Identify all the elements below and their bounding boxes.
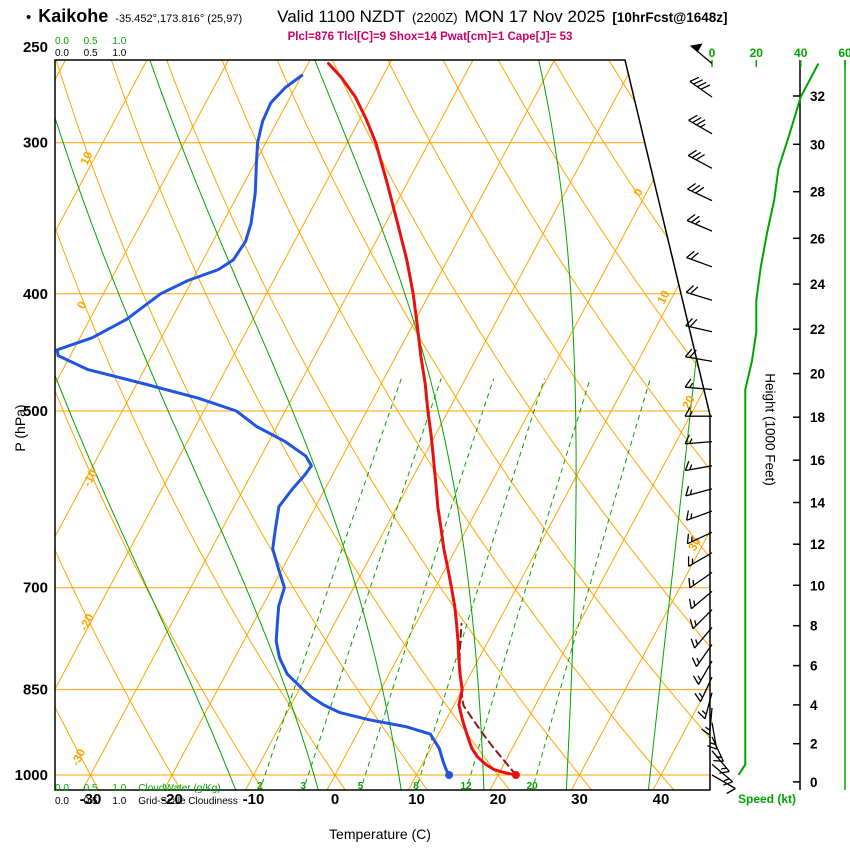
- speed-curve: [737, 63, 820, 776]
- temperature-axis-label: Temperature (C): [329, 826, 431, 842]
- svg-text:700: 700: [23, 580, 48, 597]
- svg-text:30: 30: [685, 535, 704, 554]
- svg-text:8: 8: [413, 781, 419, 792]
- svg-text:60: 60: [838, 46, 850, 60]
- svg-text:5: 5: [358, 781, 364, 792]
- svg-text:16: 16: [810, 453, 826, 468]
- svg-text:1000: 1000: [15, 767, 48, 784]
- svg-text:0: 0: [331, 791, 339, 808]
- svg-text:20: 20: [750, 46, 764, 60]
- svg-text:-10: -10: [80, 467, 100, 489]
- svg-text:4: 4: [810, 698, 818, 713]
- svg-text:20: 20: [810, 367, 825, 382]
- svg-text:2: 2: [810, 737, 818, 752]
- svg-text:3: 3: [300, 781, 306, 792]
- cloudwater-scale-bottom: 0.0 0.5 1.0: [55, 783, 127, 794]
- cloudiness-scale-bottom: 0.0 0.5 1.0: [55, 796, 127, 807]
- svg-text:26: 26: [810, 231, 826, 246]
- cloudiness-label: Grid-Scale Cloudiness: [138, 796, 238, 807]
- svg-text:24: 24: [810, 277, 826, 292]
- svg-text:20: 20: [679, 393, 698, 412]
- svg-text:28: 28: [810, 185, 826, 200]
- svg-text:32: 32: [810, 89, 825, 104]
- svg-text:-30: -30: [68, 746, 88, 768]
- valid-time: Valid 1100 NZDT: [277, 7, 406, 26]
- svg-text:20: 20: [490, 791, 507, 808]
- height-axis-label: Height (1000 Feet): [762, 373, 778, 486]
- cloudwater-scale-top: 0.0 0.5 1.0: [55, 36, 127, 47]
- cloudiness-legend: 0.0 0.5 1.0 Grid-Scale Cloudiness: [55, 796, 238, 807]
- svg-text:500: 500: [23, 403, 48, 420]
- parcel-curve: [458, 622, 517, 776]
- cloudiness-scale-top: 0.0 0.5 1.0: [55, 48, 127, 59]
- svg-text:12: 12: [810, 537, 825, 552]
- svg-text:0: 0: [810, 775, 818, 790]
- speed-axis-label: Speed (kt): [738, 792, 797, 806]
- title-bar: • Kaikohe -35.452°,173.816° (25,97) Vali…: [26, 6, 728, 27]
- cloudwater-legend: 0.0 0.5 1.0 CloudWater (g/Kg): [55, 783, 221, 794]
- surface-temp-dot: [511, 771, 520, 779]
- svg-text:8: 8: [810, 619, 818, 634]
- svg-text:30: 30: [571, 791, 588, 808]
- temperature-curve: [327, 62, 518, 777]
- svg-text:10: 10: [810, 578, 825, 593]
- svg-text:-20: -20: [77, 611, 97, 633]
- svg-text:850: 850: [23, 682, 48, 699]
- svg-text:400: 400: [23, 286, 48, 303]
- svg-text:-20: -20: [161, 791, 183, 808]
- pressure-axis-label: P (hPa): [12, 404, 28, 452]
- svg-text:40: 40: [794, 46, 808, 60]
- svg-text:10: 10: [77, 149, 96, 167]
- svg-text:40: 40: [653, 791, 670, 808]
- svg-text:18: 18: [810, 410, 826, 425]
- svg-text:12: 12: [461, 781, 473, 792]
- plot-border: [54, 59, 711, 791]
- station-coords: -35.452°,173.816° (25,97): [115, 13, 243, 25]
- valid-time-utc: (2200Z): [412, 10, 458, 25]
- svg-text:300: 300: [23, 135, 48, 152]
- svg-text:10: 10: [408, 791, 425, 808]
- svg-text:0: 0: [74, 299, 90, 311]
- plot-grid: [55, 60, 710, 790]
- svg-text:-30: -30: [80, 791, 102, 808]
- wind-barbs: [684, 43, 736, 795]
- svg-text:30: 30: [810, 137, 825, 152]
- svg-text:20: 20: [527, 781, 539, 792]
- dewpoint-curve: [55, 74, 451, 777]
- valid-date: MON 17 Nov 2025: [464, 7, 606, 26]
- station-bullet-icon: •: [26, 9, 32, 26]
- surface-dewpoint-dot: [445, 771, 454, 779]
- svg-text:0: 0: [630, 186, 646, 199]
- svg-text:6: 6: [810, 659, 818, 674]
- forecast-tag: [10hrFcst@1648z]: [612, 10, 728, 25]
- svg-text:0: 0: [709, 46, 716, 60]
- svg-text:22: 22: [810, 322, 825, 337]
- stability-indices: Plcl=876 Tlcl[C]=9 Shox=14 Pwat[cm]=1 Ca…: [287, 31, 573, 43]
- svg-text:2: 2: [257, 781, 263, 792]
- svg-text:14: 14: [810, 496, 826, 511]
- svg-text:-10: -10: [243, 791, 265, 808]
- cloudwater-label: CloudWater (g/Kg): [138, 783, 221, 794]
- svg-text:10: 10: [654, 288, 673, 307]
- station-name: Kaikohe: [38, 6, 109, 26]
- svg-text:250: 250: [23, 39, 48, 56]
